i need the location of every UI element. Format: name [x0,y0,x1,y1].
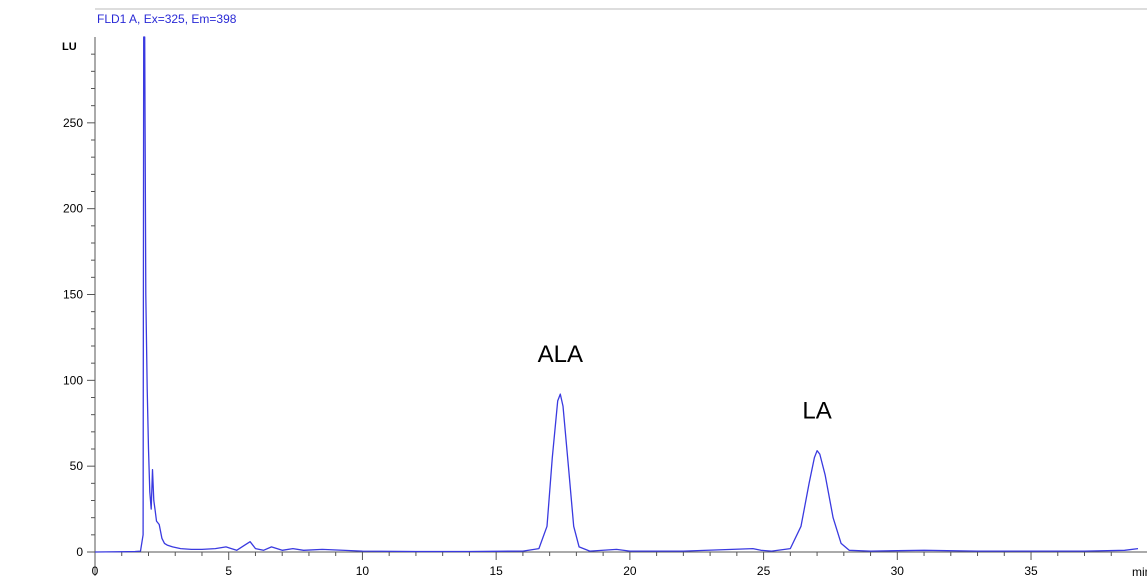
signal-label: FLD1 A, Ex=325, Em=398 [97,12,237,26]
x-unit-label: min [1132,565,1147,576]
trace-layer [94,36,1139,553]
x-tick-label: 25 [757,564,771,576]
annotation-layer: ALA LA [538,341,832,425]
x-tick-label: 0 [92,564,99,576]
y-tick-label: 100 [63,373,83,387]
x-tick-label: 20 [623,564,637,576]
x-tick-label: 5 [225,564,232,576]
x-tick-label: 10 [356,564,370,576]
axes-layer: 0 5 10 15 20 25 30 35 0 50 100 150 200 250 [63,37,1147,578]
x-tick-label: 30 [891,564,905,576]
y-unit-label: LU [62,41,77,53]
peak-annotation-label: ALA [538,341,583,368]
y-tick-label: 200 [63,202,83,216]
peak-annotation-label: LA [802,398,831,425]
y-tick-label: 50 [70,459,84,473]
x-tick-label: 15 [489,564,503,576]
y-tick-label: 0 [76,545,83,559]
x-tick-label: 35 [1024,564,1038,576]
chromatogram-trace [94,36,1139,553]
y-tick-label: 250 [63,116,83,130]
y-tick-label: 150 [63,288,83,302]
